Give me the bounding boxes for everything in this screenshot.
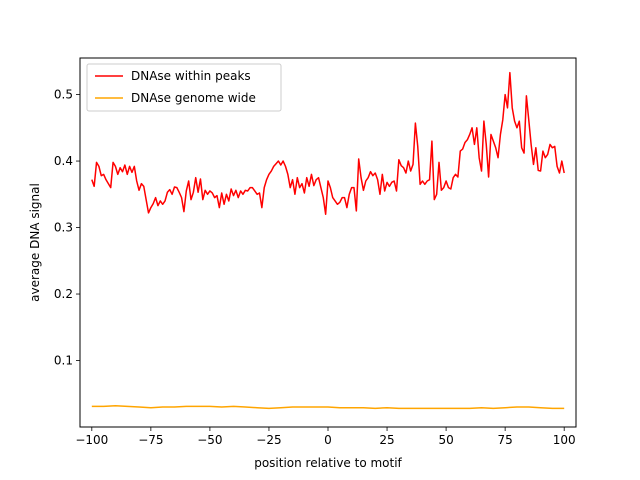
legend: DNAse within peaks DNAse genome wide bbox=[86, 63, 282, 112]
series-line-genome-wide bbox=[91, 404, 565, 410]
y-tick-label: 0.5 bbox=[54, 88, 73, 102]
x-tick-label: −75 bbox=[138, 433, 163, 447]
y-tick-label: 0.4 bbox=[54, 154, 73, 168]
x-tick-label: 75 bbox=[498, 433, 513, 447]
legend-box bbox=[86, 63, 282, 112]
legend-label-genome-wide: DNAse genome wide bbox=[131, 91, 256, 105]
x-tick-label: 0 bbox=[324, 433, 332, 447]
x-tick-label: 50 bbox=[438, 433, 453, 447]
x-tick-label: 100 bbox=[553, 433, 576, 447]
y-tick-label: 0.3 bbox=[54, 221, 73, 235]
legend-label-peaks: DNAse within peaks bbox=[131, 69, 251, 83]
x-tick-label: −100 bbox=[75, 433, 108, 447]
x-tick-label: −25 bbox=[256, 433, 281, 447]
y-axis-ticks: 0.1 0.2 0.3 0.4 0.5 bbox=[54, 88, 80, 368]
series-line-peaks bbox=[91, 71, 565, 215]
x-tick-label: −50 bbox=[197, 433, 222, 447]
plot-series bbox=[91, 71, 565, 410]
y-axis-label: average DNA signal bbox=[28, 183, 42, 302]
y-tick-label: 0.2 bbox=[54, 287, 73, 301]
y-tick-label: 0.1 bbox=[54, 354, 73, 368]
x-axis-ticks: −100 −75 −50 −25 0 25 50 75 100 bbox=[75, 427, 576, 447]
x-axis-label: position relative to motif bbox=[254, 456, 402, 470]
x-tick-label: 25 bbox=[379, 433, 394, 447]
